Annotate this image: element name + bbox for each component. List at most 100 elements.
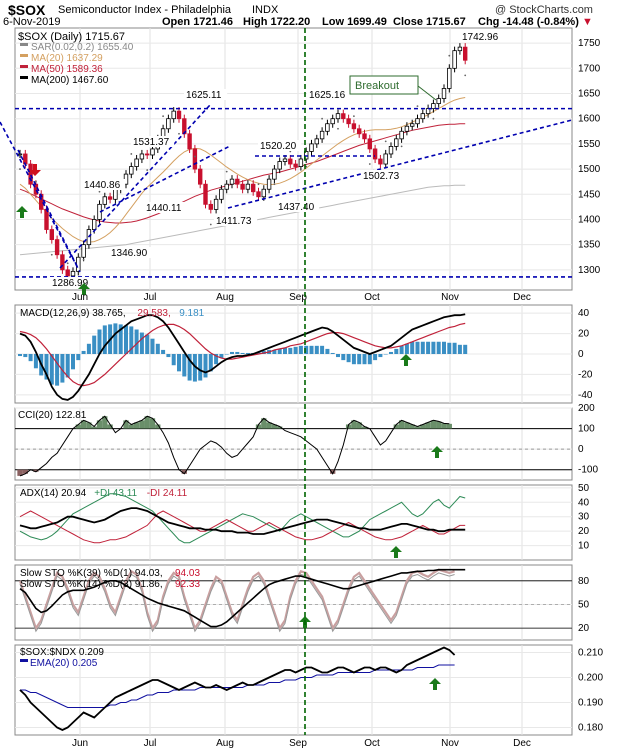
candle-body xyxy=(76,256,81,272)
close-label: Close xyxy=(393,16,423,28)
panel-frame-4 xyxy=(14,564,573,641)
candle-body xyxy=(457,46,463,52)
candle-body xyxy=(187,133,192,150)
macd-histogram-bar xyxy=(463,344,468,354)
candle-body xyxy=(54,239,60,256)
panel-frame-3 xyxy=(14,484,573,561)
breakout-callout-text: Breakout xyxy=(355,80,399,92)
sar-dot xyxy=(66,262,69,265)
macd-histogram-bar xyxy=(150,338,155,354)
candle-body xyxy=(176,110,182,120)
cci-oversold-fill xyxy=(22,469,28,474)
macd-histogram-bar xyxy=(86,343,91,354)
macd-histogram-bar xyxy=(92,335,97,354)
price-label-bg-7 xyxy=(109,247,153,258)
bottom-month-label-Aug: Aug xyxy=(216,738,234,749)
candle-body xyxy=(139,153,145,160)
candle-body xyxy=(409,123,415,127)
cci-overbought-fill xyxy=(414,426,421,429)
candle-body xyxy=(240,183,245,190)
macd-histogram-bar xyxy=(420,341,425,354)
candle-body xyxy=(224,183,229,190)
macd-histogram-bar xyxy=(277,348,282,354)
candle-body xyxy=(319,130,325,140)
breakout-callout-pointer xyxy=(417,85,437,101)
candle-body xyxy=(298,158,304,167)
candle-body xyxy=(150,148,155,156)
price-label-bg-5 xyxy=(82,179,126,190)
macd-line xyxy=(19,313,466,401)
adx-tick-label-3: 20 xyxy=(578,526,590,537)
month-label-Nov: Nov xyxy=(441,292,459,303)
candle-body xyxy=(129,166,134,175)
sar-dot xyxy=(337,127,339,130)
candle-body xyxy=(192,148,198,170)
quote-low: Low 1699.49 xyxy=(322,16,387,28)
macd-histogram-bar xyxy=(177,354,181,372)
macd-histogram-bar xyxy=(166,354,171,358)
price-panel-title: $SOX (Daily) 1715.67 xyxy=(18,31,125,43)
ratio-tick-label-1: 0.200 xyxy=(578,673,603,684)
macd-histogram-bar xyxy=(55,354,60,386)
candle-body xyxy=(462,46,468,61)
macd-histogram-bar xyxy=(367,354,372,365)
cci-overbought-fill xyxy=(277,426,283,429)
cci-overbought-fill xyxy=(139,420,145,429)
price-label-10: 1437.40 xyxy=(278,202,315,213)
price-legend-2: MA(50) 1589.36 xyxy=(31,64,103,75)
price-label-9: 1411.73 xyxy=(216,216,252,227)
macd-histogram-bar xyxy=(129,326,134,354)
candle-body xyxy=(208,203,213,210)
macd-histogram-bar xyxy=(309,345,314,354)
macd-histogram-bar xyxy=(235,351,240,354)
price-tick-label-8: 1700 xyxy=(578,63,601,74)
high-label: High xyxy=(243,16,268,28)
price-label-bg-8 xyxy=(50,277,94,288)
candle-body xyxy=(356,128,362,135)
cci-overbought-fill xyxy=(446,423,452,429)
cci-overbought-fill xyxy=(351,420,357,429)
macd-histogram-bar xyxy=(283,347,287,354)
cci-tick-label-2: 0 xyxy=(578,444,584,455)
candle-body xyxy=(44,208,49,230)
macd-histogram-bar xyxy=(113,323,118,354)
price-label-5: 1440.86 xyxy=(84,180,121,191)
macd-histogram-bar xyxy=(320,345,325,354)
quote-high: High 1722.20 xyxy=(243,16,310,28)
ratio-line xyxy=(19,646,456,731)
cci-overbought-fill xyxy=(361,426,368,429)
macd-histogram-bar xyxy=(198,354,203,381)
candle-body xyxy=(203,183,208,205)
candle-body xyxy=(17,153,23,156)
sar-dot xyxy=(321,117,323,120)
price-tick-label-1: 1350 xyxy=(578,240,601,251)
cci-overbought-fill xyxy=(86,422,92,429)
cci-overbought-fill xyxy=(345,424,352,429)
cci-overbought-fill xyxy=(255,424,262,429)
sar-dot xyxy=(225,170,228,173)
bottom-month-label-Nov: Nov xyxy=(441,738,459,749)
candle-body xyxy=(23,153,28,165)
candle-body xyxy=(245,183,251,190)
breakout-callout-box xyxy=(349,75,419,95)
macd-histogram-bar xyxy=(404,343,409,354)
macd-histogram-bar xyxy=(399,345,404,354)
sar-dot xyxy=(273,183,276,186)
cci-overbought-fill xyxy=(266,422,272,429)
macd-histogram-bar xyxy=(76,354,81,361)
candle-body xyxy=(436,98,441,104)
chg-label: Chg xyxy=(478,16,500,28)
candle-body xyxy=(335,113,341,120)
macd-histogram-bar xyxy=(214,354,219,365)
macd-tick-label-0: 40 xyxy=(578,308,590,319)
candle-body xyxy=(372,148,378,160)
macd-histogram-bar xyxy=(426,341,431,354)
green-up-arrow-price-2 xyxy=(78,283,90,295)
macd-histogram-bar xyxy=(240,352,245,354)
month-label-Jun: Jun xyxy=(72,292,88,303)
sar-dot xyxy=(50,253,53,256)
sar-dot xyxy=(416,105,419,107)
ratio-tick-label-3: 0.180 xyxy=(578,723,603,734)
stoch-tick-label-0: 80 xyxy=(578,576,590,587)
